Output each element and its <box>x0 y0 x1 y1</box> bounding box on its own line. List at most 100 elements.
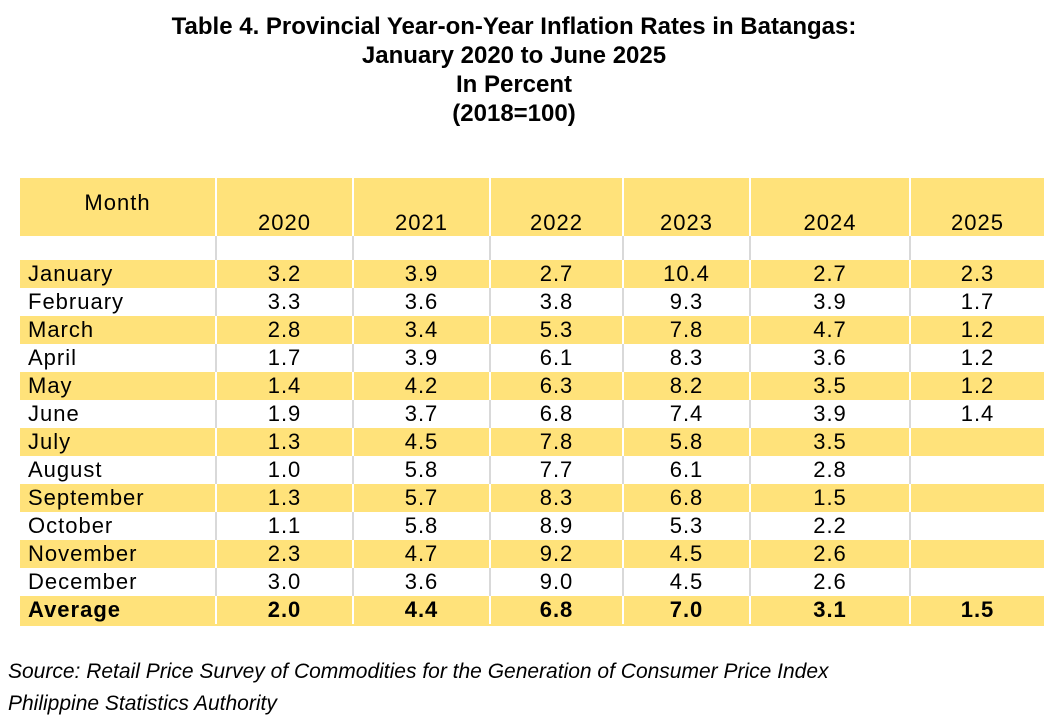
value-cell-2021: 3.9 <box>353 344 491 372</box>
value-cell-2023: 4.5 <box>623 568 751 596</box>
value-cell-2023: 8.3 <box>623 344 751 372</box>
value-cell-2022: 9.2 <box>490 540 624 568</box>
average-row: Average 2.0 4.4 6.8 7.0 3.1 1.5 <box>20 596 1044 626</box>
average-value-2023: 7.0 <box>623 596 751 626</box>
value-cell-2020: 3.0 <box>216 568 354 596</box>
value-cell-2025 <box>910 568 1044 596</box>
value-cell-2022: 6.3 <box>490 372 624 400</box>
spacer-row <box>20 236 1044 260</box>
spacer-cell <box>750 236 911 260</box>
value-cell-2023: 8.2 <box>623 372 751 400</box>
month-cell: February <box>20 288 217 316</box>
value-cell-2021: 3.7 <box>353 400 491 428</box>
table-title: Table 4. Provincial Year-on-Year Inflati… <box>0 12 1028 128</box>
month-cell: October <box>20 512 217 540</box>
source-note: Source: Retail Price Survey of Commoditi… <box>8 656 829 720</box>
month-cell: January <box>20 260 217 288</box>
spacer-cell <box>490 236 624 260</box>
value-cell-2024: 4.7 <box>750 316 911 344</box>
value-cell-2020: 1.7 <box>216 344 354 372</box>
month-column-header: Month <box>20 178 217 236</box>
year-header-2020: 2020 <box>216 178 354 236</box>
average-value-2025: 1.5 <box>910 596 1044 626</box>
value-cell-2023: 9.3 <box>623 288 751 316</box>
month-cell: July <box>20 428 217 456</box>
title-line-1: Table 4. Provincial Year-on-Year Inflati… <box>171 13 857 40</box>
value-cell-2024: 1.5 <box>750 484 911 512</box>
value-cell-2025 <box>910 428 1044 456</box>
spacer-cell <box>910 236 1044 260</box>
month-cell: November <box>20 540 217 568</box>
value-cell-2025: 1.2 <box>910 316 1044 344</box>
average-value-2024: 3.1 <box>750 596 911 626</box>
value-cell-2022: 6.1 <box>490 344 624 372</box>
table-row: April 1.7 3.9 6.1 8.3 3.6 1.2 <box>20 344 1044 372</box>
value-cell-2022: 7.7 <box>490 456 624 484</box>
table-row: June 1.9 3.7 6.8 7.4 3.9 1.4 <box>20 400 1044 428</box>
value-cell-2025: 1.7 <box>910 288 1044 316</box>
average-value-2022: 6.8 <box>490 596 624 626</box>
value-cell-2024: 2.2 <box>750 512 911 540</box>
value-cell-2023: 5.3 <box>623 512 751 540</box>
year-header-2024: 2024 <box>750 178 911 236</box>
table-row: July 1.3 4.5 7.8 5.8 3.5 <box>20 428 1044 456</box>
value-cell-2024: 2.6 <box>750 568 911 596</box>
table-row: March 2.8 3.4 5.3 7.8 4.7 1.2 <box>20 316 1044 344</box>
value-cell-2023: 7.8 <box>623 316 751 344</box>
value-cell-2022: 8.3 <box>490 484 624 512</box>
year-header-2021: 2021 <box>353 178 491 236</box>
value-cell-2025: 1.2 <box>910 372 1044 400</box>
table-row: February 3.3 3.6 3.8 9.3 3.9 1.7 <box>20 288 1044 316</box>
month-cell: August <box>20 456 217 484</box>
value-cell-2024: 3.5 <box>750 428 911 456</box>
title-line-3: In Percent <box>455 71 573 98</box>
value-cell-2022: 8.9 <box>490 512 624 540</box>
value-cell-2022: 5.3 <box>490 316 624 344</box>
month-cell: December <box>20 568 217 596</box>
average-label: Average <box>20 596 217 626</box>
value-cell-2021: 3.6 <box>353 568 491 596</box>
value-cell-2021: 4.5 <box>353 428 491 456</box>
value-cell-2023: 7.4 <box>623 400 751 428</box>
average-value-2021: 4.4 <box>353 596 491 626</box>
value-cell-2023: 5.8 <box>623 428 751 456</box>
month-cell: May <box>20 372 217 400</box>
value-cell-2025 <box>910 540 1044 568</box>
value-cell-2020: 2.3 <box>216 540 354 568</box>
value-cell-2022: 2.7 <box>490 260 624 288</box>
table-row: January 3.2 3.9 2.7 10.4 2.7 2.3 <box>20 260 1044 288</box>
value-cell-2024: 2.8 <box>750 456 911 484</box>
value-cell-2021: 3.4 <box>353 316 491 344</box>
table-row: December 3.0 3.6 9.0 4.5 2.6 <box>20 568 1044 596</box>
spacer-cell <box>20 236 217 260</box>
value-cell-2025 <box>910 512 1044 540</box>
value-cell-2023: 10.4 <box>623 260 751 288</box>
month-cell: March <box>20 316 217 344</box>
value-cell-2020: 3.2 <box>216 260 354 288</box>
table-row: October 1.1 5.8 8.9 5.3 2.2 <box>20 512 1044 540</box>
value-cell-2022: 6.8 <box>490 400 624 428</box>
value-cell-2021: 5.8 <box>353 456 491 484</box>
value-cell-2020: 1.3 <box>216 484 354 512</box>
value-cell-2020: 1.9 <box>216 400 354 428</box>
value-cell-2020: 1.3 <box>216 428 354 456</box>
value-cell-2025: 1.2 <box>910 344 1044 372</box>
inflation-table: Month 2020 2021 2022 2023 2024 2025 Janu… <box>20 178 1044 626</box>
value-cell-2020: 3.3 <box>216 288 354 316</box>
value-cell-2025 <box>910 456 1044 484</box>
value-cell-2021: 5.8 <box>353 512 491 540</box>
value-cell-2022: 7.8 <box>490 428 624 456</box>
value-cell-2024: 3.9 <box>750 288 911 316</box>
source-line-2: Philippine Statistics Authority <box>8 692 277 715</box>
value-cell-2020: 1.4 <box>216 372 354 400</box>
value-cell-2021: 3.6 <box>353 288 491 316</box>
table-row: May 1.4 4.2 6.3 8.2 3.5 1.2 <box>20 372 1044 400</box>
value-cell-2021: 3.9 <box>353 260 491 288</box>
value-cell-2023: 6.8 <box>623 484 751 512</box>
value-cell-2024: 3.9 <box>750 400 911 428</box>
value-cell-2020: 2.8 <box>216 316 354 344</box>
header-row: Month 2020 2021 2022 2023 2024 2025 <box>20 178 1044 236</box>
source-line-1: Source: Retail Price Survey of Commoditi… <box>8 660 829 683</box>
value-cell-2025: 2.3 <box>910 260 1044 288</box>
value-cell-2023: 4.5 <box>623 540 751 568</box>
